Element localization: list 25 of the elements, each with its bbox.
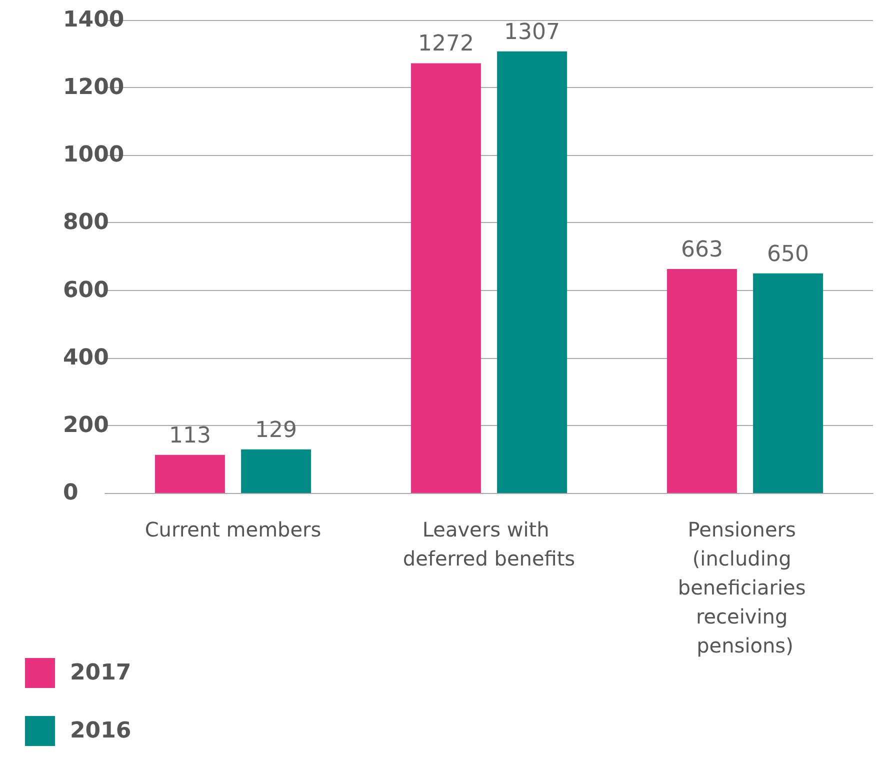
data-label: 650 — [767, 242, 810, 267]
data-label: 1272 — [418, 32, 474, 57]
data-label: 129 — [255, 418, 298, 443]
bar — [410, 63, 481, 493]
legend-label: 2016 — [70, 718, 132, 744]
data-label: 113 — [168, 423, 211, 448]
bar — [154, 454, 225, 493]
data-label: 1307 — [504, 20, 560, 45]
bar — [497, 51, 568, 493]
y-tick-label: 0 — [63, 480, 78, 506]
y-tick-label: 800 — [63, 210, 109, 236]
y-tick-label: 1200 — [63, 75, 124, 100]
y-tick-label: 1000 — [63, 142, 124, 168]
y-tick-label: 1400 — [63, 8, 124, 32]
x-tick-label: Leavers with deferred benefits — [402, 518, 576, 570]
y-tick-label: 200 — [63, 412, 109, 438]
bar — [241, 449, 312, 493]
y-tick-label: 400 — [63, 345, 109, 370]
y-tick-label: 600 — [63, 278, 109, 303]
legend-label: 2017 — [70, 660, 132, 686]
bar — [666, 269, 737, 493]
x-tick-label: Current members — [144, 518, 322, 542]
bar — [753, 273, 824, 493]
data-label: 663 — [680, 238, 723, 262]
x-tick-label: Pensioners (including beneficiaries receiving pensions) — [678, 518, 812, 658]
